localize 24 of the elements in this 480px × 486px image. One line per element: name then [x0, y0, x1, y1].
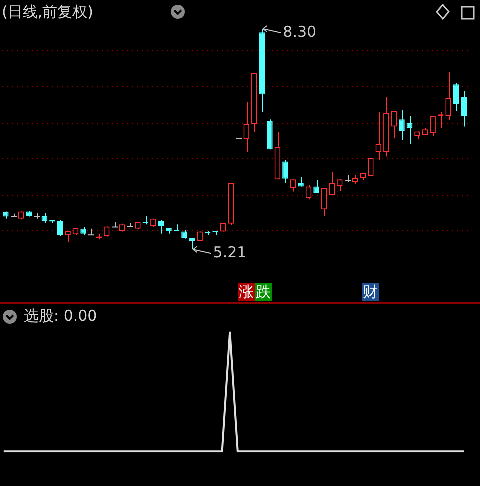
candlestick [399, 110, 405, 141]
candlestick [391, 110, 398, 139]
candlestick [430, 116, 436, 137]
candlestick [406, 116, 413, 144]
candlestick [453, 82, 460, 112]
chart-title: 选股: 0.00 [24, 307, 98, 326]
candlestick [446, 72, 452, 121]
candlestick [282, 160, 288, 184]
candlestick [158, 220, 164, 234]
annotation: 8.30 [283, 22, 317, 41]
chart-title: (日线,前复权) [2, 3, 94, 22]
candlestick [461, 90, 468, 128]
candlestick [329, 172, 335, 196]
candlestick [244, 102, 250, 154]
text: 涨跌 [238, 283, 272, 301]
candlestick [65, 230, 71, 243]
candlestick [321, 188, 328, 217]
annotation: 5.21 [213, 243, 247, 262]
candlestick [314, 180, 320, 194]
candlestick [57, 220, 64, 237]
text: 财 [362, 283, 379, 301]
candlestick [112, 222, 119, 228]
candlestick [376, 112, 382, 161]
candlestick [42, 212, 48, 224]
